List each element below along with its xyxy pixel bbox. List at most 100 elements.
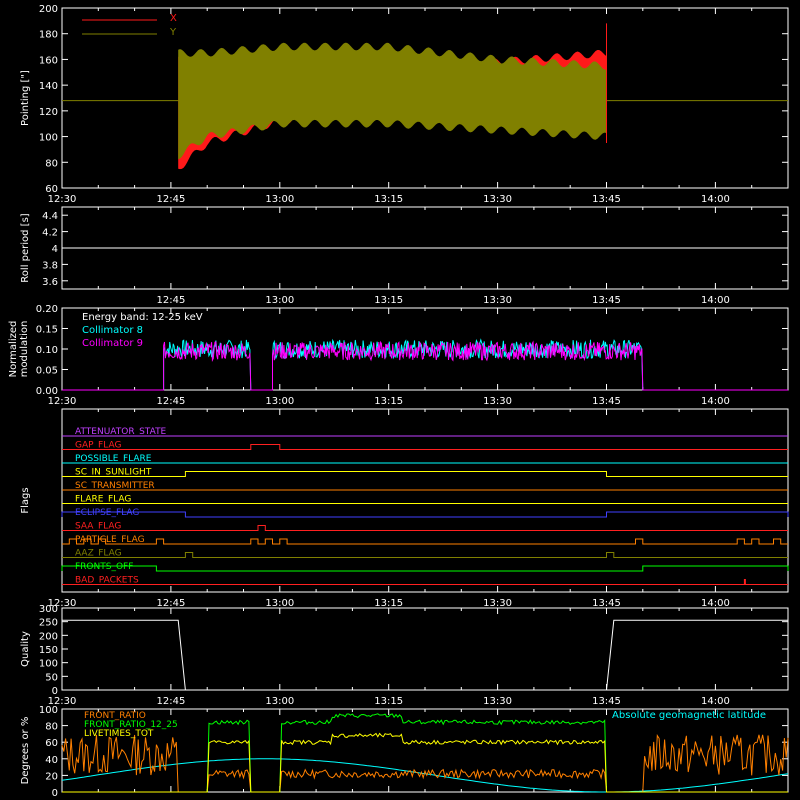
geo-annotation: Absolute geomagnetic latitude bbox=[612, 710, 766, 721]
flag-aaz-flag-label: AAZ_FLAG bbox=[75, 549, 122, 559]
flag-particle-flag-label: PARTICLE_FLAG bbox=[75, 535, 145, 545]
roll-ytick-label: 3.8 bbox=[42, 260, 58, 271]
quality-line bbox=[62, 619, 788, 691]
modulation-xtick-label: 14:00 bbox=[701, 396, 730, 407]
modulation-legend-2: Collimator 9 bbox=[82, 338, 143, 349]
pointing-ytick-label: 100 bbox=[39, 133, 58, 144]
geo-legend-2: FRONT_RATIO_12_25 bbox=[84, 720, 178, 730]
geo-ylabel: Degrees or % bbox=[20, 717, 31, 785]
legend-label-X: X bbox=[170, 13, 177, 24]
geo-ytick-label: 80 bbox=[45, 722, 58, 733]
pointing-xtick-label: 14:00 bbox=[701, 194, 730, 205]
modulation-xtick-label: 13:30 bbox=[483, 396, 512, 407]
modulation-xtick-label: 13:15 bbox=[374, 396, 403, 407]
series-front-ratio bbox=[61, 734, 789, 793]
flag-sc-in-sunlight-label: SC_IN_SUNLIGHT bbox=[75, 468, 152, 478]
geo-legend-3: LIVETIMES_TOT bbox=[84, 729, 154, 739]
flags-xtick-label: 12:45 bbox=[156, 598, 185, 609]
roll-ytick-label: 4.2 bbox=[42, 228, 58, 239]
quality-ylabel: Quality bbox=[20, 631, 31, 667]
modulation-ytick-label: 0.10 bbox=[36, 345, 58, 356]
flags-xtick-label: 12:30 bbox=[48, 598, 77, 609]
roll-ytick-label: 4 bbox=[52, 244, 58, 255]
roll-xtick-label: 13:15 bbox=[374, 295, 403, 306]
flags-xtick-label: 13:15 bbox=[374, 598, 403, 609]
pointing-xtick-label: 13:45 bbox=[592, 194, 621, 205]
modulation-ytick-label: 0.15 bbox=[36, 325, 58, 336]
flag-gap-flag-label: GAP_FLAG bbox=[75, 441, 121, 451]
modulation-legend-1: Collimator 8 bbox=[82, 325, 143, 336]
geo-ytick-label: 0 bbox=[52, 788, 58, 799]
flag-particle-flag-trace bbox=[62, 538, 788, 545]
pointing-ytick-label: 200 bbox=[39, 4, 58, 15]
flag-fronts-off-label: FRONTS_OFF bbox=[75, 562, 133, 572]
flags-xtick-label: 13:45 bbox=[592, 598, 621, 609]
quality-xtick-label: 12:30 bbox=[48, 696, 77, 707]
geo-ytick-label: 60 bbox=[45, 738, 58, 749]
modulation-ytick-label: 0.05 bbox=[36, 366, 58, 377]
flags-xtick-label: 13:30 bbox=[483, 598, 512, 609]
roll-xtick-label: 14:00 bbox=[701, 295, 730, 306]
modulation-ylabel: modulation bbox=[19, 321, 30, 378]
modulation-ylabel: Normalized bbox=[8, 321, 19, 378]
flag-saa-flag-label: SAA_FLAG bbox=[75, 522, 121, 532]
series-Y-envelope bbox=[178, 42, 607, 160]
series-livetimes-tot bbox=[62, 732, 788, 793]
quality-ytick-label: 50 bbox=[45, 672, 58, 683]
pointing-ytick-label: 180 bbox=[39, 30, 58, 41]
quality-xtick-label: 14:00 bbox=[701, 696, 730, 707]
roll-ylabel: Roll period [s] bbox=[20, 213, 31, 282]
series-collimator-9 bbox=[62, 340, 788, 391]
flag-attenuator-state-label: ATTENUATOR_STATE bbox=[75, 427, 167, 437]
roll-xtick-label: 13:30 bbox=[483, 295, 512, 306]
quality-ytick-label: 200 bbox=[39, 631, 58, 642]
quality-xtick-label: 13:15 bbox=[374, 696, 403, 707]
pointing-ytick-label: 120 bbox=[39, 107, 58, 118]
pointing-xtick-label: 12:30 bbox=[48, 194, 77, 205]
quality-ytick-label: 250 bbox=[39, 618, 58, 629]
flag-aaz-flag-trace bbox=[62, 552, 788, 558]
geo-legend-1: FRONT_RATIO bbox=[84, 711, 146, 721]
pointing-ytick-label: 80 bbox=[45, 158, 58, 169]
roll-xtick-label: 13:00 bbox=[265, 295, 294, 306]
roll-ytick-label: 4.4 bbox=[42, 211, 58, 222]
geo-ytick-label: 40 bbox=[45, 755, 58, 766]
modulation-ytick-label: 0.20 bbox=[36, 304, 58, 315]
pointing-xtick-label: 13:15 bbox=[374, 194, 403, 205]
quality-ytick-label: 100 bbox=[39, 659, 58, 670]
pointing-ytick-label: 140 bbox=[39, 81, 58, 92]
flag-sc-transmitter-label: SC_TRANSMITTER bbox=[75, 481, 155, 491]
pointing-xtick-label: 13:00 bbox=[265, 194, 294, 205]
series-geomagnetic-latitude bbox=[61, 758, 789, 793]
pointing-xtick-label: 12:45 bbox=[156, 194, 185, 205]
pointing-ytick-label: 160 bbox=[39, 55, 58, 66]
quality-ytick-label: 150 bbox=[39, 645, 58, 656]
modulation-xtick-label: 13:45 bbox=[592, 396, 621, 407]
quality-xtick-label: 13:00 bbox=[265, 696, 294, 707]
series-collimator-8 bbox=[62, 338, 788, 391]
flag-flare-flag-label: FLARE_FLAG bbox=[75, 495, 131, 505]
flag-eclipse-flag-label: ECLIPSE_FLAG bbox=[75, 508, 139, 518]
flag-possible-flare-label: POSSIBLE_FLARE bbox=[75, 454, 152, 464]
flags-xtick-label: 13:00 bbox=[265, 598, 294, 609]
pointing-ylabel: Pointing ["] bbox=[20, 70, 31, 126]
geo-ytick-label: 20 bbox=[45, 771, 58, 782]
roll-ytick-label: 3.6 bbox=[42, 277, 58, 288]
legend-label-Y: Y bbox=[169, 27, 177, 38]
flag-bad-packets-trace bbox=[62, 579, 788, 585]
pointing-ytick-label: 60 bbox=[45, 184, 58, 195]
modulation-xtick-label: 12:30 bbox=[48, 396, 77, 407]
modulation-xtick-label: 13:00 bbox=[265, 396, 294, 407]
pointing-xtick-label: 13:30 bbox=[483, 194, 512, 205]
flag-gap-flag-trace bbox=[62, 444, 788, 450]
quality-ytick-label: 300 bbox=[39, 604, 58, 615]
flag-saa-flag-trace bbox=[62, 525, 788, 531]
modulation-xtick-label: 12:45 bbox=[156, 396, 185, 407]
flags-xtick-label: 14:00 bbox=[701, 598, 730, 609]
flag-sc-in-sunlight-trace bbox=[62, 471, 788, 477]
flag-fronts-off-trace bbox=[61, 565, 789, 572]
roll-xtick-label: 12:45 bbox=[156, 295, 185, 306]
quality-xtick-label: 13:45 bbox=[592, 696, 621, 707]
quality-xtick-label: 13:30 bbox=[483, 696, 512, 707]
